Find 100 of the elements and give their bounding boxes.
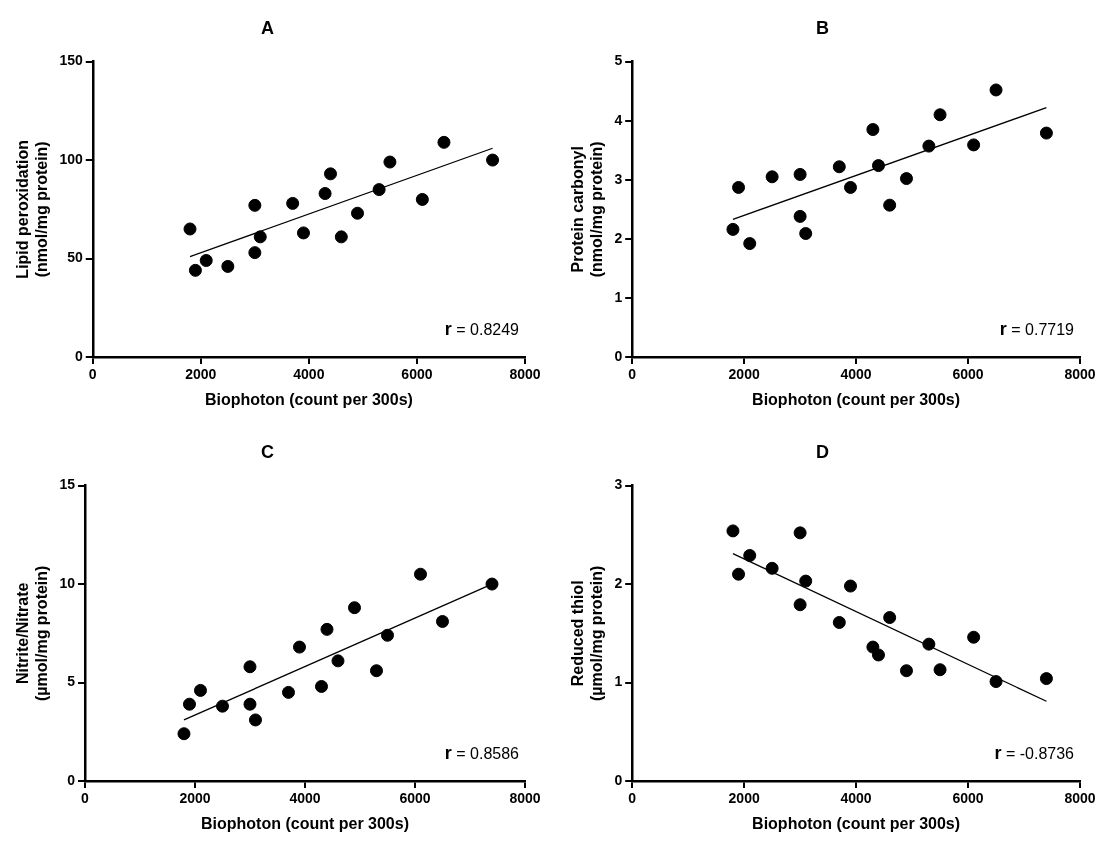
y-axis-title: Reduced thiol (µmol/mg protein) <box>569 565 606 702</box>
x-axis-title: Biophoton (count per 300s) <box>752 390 961 408</box>
point <box>726 524 740 538</box>
y-tick-label: 5 <box>614 52 623 69</box>
y-tick-label: 2 <box>614 229 623 246</box>
y-tick-label: 0 <box>614 771 623 788</box>
point <box>296 226 310 240</box>
y-tick-label: 15 <box>59 476 76 493</box>
chart-title: D <box>816 441 829 462</box>
x-tick-label: 6000 <box>401 366 433 383</box>
x-tick-label: 8000 <box>1064 366 1096 383</box>
point <box>193 683 207 697</box>
point <box>183 222 197 236</box>
point <box>380 628 394 642</box>
point <box>1039 672 1053 686</box>
point <box>799 227 813 241</box>
x-axis-title: Biophoton (count per 300s) <box>752 814 961 832</box>
point <box>933 663 947 677</box>
point <box>844 579 857 593</box>
y-tick-label: 150 <box>59 52 83 69</box>
annotation: r = 0.8249 <box>444 319 520 339</box>
y-tick-label: 5 <box>67 673 76 690</box>
x-tick-label: 2000 <box>728 366 760 383</box>
point <box>899 664 913 678</box>
x-tick-label: 0 <box>88 366 97 383</box>
point <box>933 108 947 122</box>
point <box>413 567 427 581</box>
point <box>967 630 981 644</box>
point <box>732 567 746 581</box>
y-tick-label: 10 <box>59 574 76 591</box>
point <box>221 259 235 273</box>
point <box>922 637 936 651</box>
x-tick-label: 4000 <box>840 366 872 383</box>
x-tick-label: 4000 <box>289 790 321 807</box>
point <box>177 727 191 741</box>
point <box>437 135 451 149</box>
point <box>793 526 807 540</box>
y-tick-label: 4 <box>614 111 623 128</box>
point <box>248 246 262 260</box>
point <box>314 679 328 693</box>
point <box>871 159 885 173</box>
annotation: r = 0.7719 <box>999 319 1075 339</box>
y-axis-title: Lipid peroxidation (nmol/mg protein) <box>14 139 51 279</box>
point <box>286 196 300 210</box>
annotation: r = -0.8736 <box>994 743 1075 763</box>
x-tick-label: 2000 <box>179 790 211 807</box>
point <box>369 664 383 678</box>
y-tick-label: 0 <box>67 771 76 788</box>
y-tick-label: 2 <box>614 574 623 591</box>
point <box>372 183 386 197</box>
point <box>883 198 897 212</box>
x-tick-label: 6000 <box>952 790 984 807</box>
x-axis-title: Biophoton (count per 300s) <box>200 814 409 832</box>
point <box>765 170 779 184</box>
y-tick-label: 1 <box>614 673 623 690</box>
point <box>922 139 936 153</box>
point <box>726 222 740 236</box>
point <box>743 237 757 251</box>
x-tick-label: 0 <box>628 366 637 383</box>
y-tick-label: 100 <box>59 150 83 167</box>
point <box>793 598 807 612</box>
point <box>732 180 746 194</box>
x-axis-title: Biophoton (count per 300s) <box>204 390 413 408</box>
point <box>199 254 213 267</box>
point <box>485 577 499 591</box>
y-axis-title: Nitrite/Nitrate (µmol/mg protein) <box>14 565 51 702</box>
point <box>292 640 306 654</box>
point <box>844 180 857 194</box>
point <box>351 206 365 220</box>
y-tick-label: 1 <box>614 288 623 305</box>
point <box>243 660 257 674</box>
chart-title: A <box>261 17 274 38</box>
point <box>793 167 807 181</box>
point <box>347 601 361 615</box>
x-tick-label: 8000 <box>509 790 541 807</box>
y-tick-label: 0 <box>614 347 623 364</box>
point <box>248 198 262 212</box>
point <box>436 614 449 628</box>
point <box>243 697 257 711</box>
x-tick-label: 4000 <box>293 366 325 383</box>
x-tick-label: 4000 <box>840 790 872 807</box>
x-tick-label: 8000 <box>1064 790 1096 807</box>
y-axis-title: Protein carbonyl (nmol/mg protein) <box>569 141 606 278</box>
point <box>248 713 262 727</box>
chart-title: C <box>261 441 274 462</box>
point <box>415 192 429 206</box>
y-tick-label: 50 <box>67 249 83 266</box>
x-tick-label: 8000 <box>509 366 541 383</box>
point <box>182 697 196 711</box>
x-tick-label: 0 <box>628 790 637 807</box>
x-tick-label: 6000 <box>952 366 984 383</box>
point <box>320 622 334 636</box>
point <box>871 648 885 662</box>
point <box>253 230 267 244</box>
annotation: r = 0.8586 <box>444 743 520 763</box>
point <box>967 138 981 152</box>
point <box>793 209 807 223</box>
point <box>989 83 1003 97</box>
point <box>866 123 880 137</box>
y-tick-label: 0 <box>74 347 83 364</box>
